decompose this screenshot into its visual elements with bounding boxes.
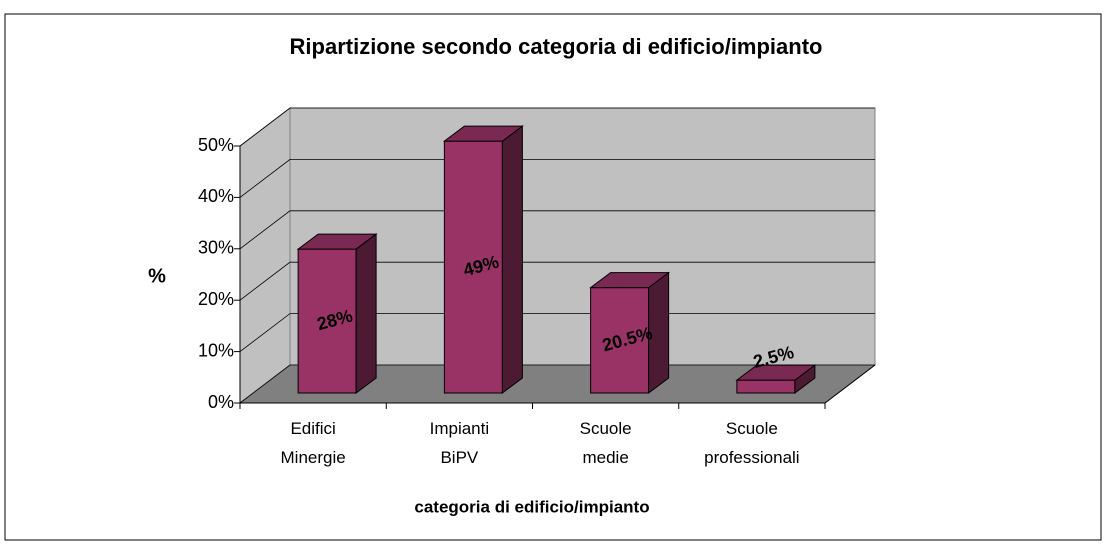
x-tick-label-line: Impianti	[430, 419, 490, 438]
grid-line	[239, 210, 875, 250]
x-tick-label-line: professionali	[704, 448, 799, 467]
x-tick-label-line: BiPV	[440, 448, 478, 467]
grid-line	[239, 107, 875, 147]
y-tick-label: 50%	[198, 135, 234, 155]
x-tick-label: Scuole medie	[580, 419, 632, 467]
bar	[296, 233, 378, 394]
bar-front	[297, 248, 357, 394]
x-axis-title: categoria di edificio/impianto	[414, 497, 649, 516]
y-tick-label: 10%	[198, 340, 234, 360]
bar	[589, 271, 671, 394]
x-tick-label-line: Edifici	[290, 419, 335, 438]
side-wall	[239, 106, 291, 405]
y-tick-label: 40%	[198, 186, 234, 206]
grid-line	[239, 364, 875, 404]
grid-line	[239, 261, 875, 301]
x-tick-label-line: medie	[582, 448, 628, 467]
y-tick-label: 30%	[198, 238, 234, 258]
bar-top	[296, 233, 378, 250]
bar-top	[589, 272, 671, 289]
bar-front	[590, 287, 650, 394]
x-tick-label-line: Scuole	[580, 419, 632, 438]
bar	[735, 364, 817, 394]
bar	[442, 125, 524, 394]
bar-front	[736, 379, 796, 394]
x-tick-label-line: Scuole	[726, 419, 778, 438]
bar-side	[355, 233, 377, 394]
x-tick-label: Scuole professionali	[704, 419, 799, 467]
grid-line	[239, 313, 875, 352]
y-tick-label: 20%	[198, 289, 234, 309]
x-tick-label-line: Minergie	[281, 448, 346, 467]
chart-title: Ripartizione secondo categoria di edific…	[290, 34, 823, 59]
x-tick-label: Edifici Minergie	[281, 419, 346, 467]
y-tick-label: 0%	[208, 392, 234, 412]
bar-top	[735, 364, 817, 381]
bar-side	[501, 125, 523, 394]
y-axis-title: %	[148, 265, 166, 287]
floor-edge	[824, 364, 876, 404]
grid-line	[239, 158, 875, 198]
x-tick-label: Impianti BiPV	[430, 419, 490, 467]
bar-top	[442, 125, 524, 142]
back-wall	[289, 107, 876, 366]
bar-front	[443, 140, 503, 394]
